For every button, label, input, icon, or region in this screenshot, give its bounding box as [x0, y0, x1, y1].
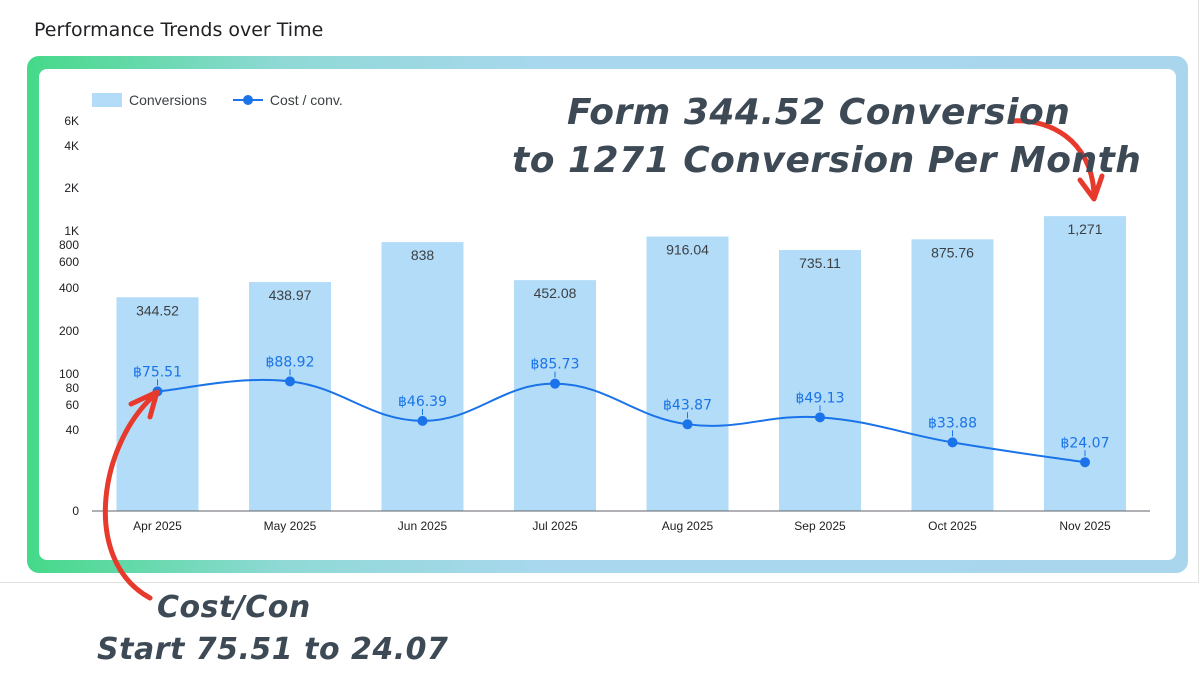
- cost-per-conv-point: [815, 412, 825, 423]
- x-tick-label: Apr 2025: [133, 519, 182, 533]
- bar-value-label: 875.76: [931, 244, 974, 260]
- cost-per-conv-point: [1080, 457, 1090, 468]
- bar-value-label: 1,271: [1067, 221, 1102, 237]
- bar-value-label: 438.97: [269, 287, 312, 303]
- y-tick-label: 40: [66, 423, 80, 437]
- bar-conversions: [514, 280, 596, 511]
- cost-per-conv-point: [550, 378, 560, 389]
- point-value-label: ฿85.73: [531, 357, 580, 373]
- cost-per-conv-line: [157, 378, 1086, 464]
- point-value-label: ฿46.39: [398, 394, 447, 410]
- y-tick-label: 200: [59, 324, 79, 338]
- legend-label-cost-per-conv: Cost / conv.: [269, 92, 343, 108]
- page-title: Performance Trends over Time: [34, 19, 324, 41]
- arrowhead-to-nov-bar: [1077, 173, 1105, 202]
- y-tick-label: 100: [59, 367, 79, 381]
- bar-value-label: 735.11: [799, 255, 841, 271]
- y-tick-label: 0: [72, 504, 79, 518]
- bar-value-label: 838: [411, 247, 435, 263]
- annotation-cost-line1: Cost/Con: [157, 590, 311, 625]
- legend-label-conversions: Conversions: [129, 92, 207, 108]
- cost-per-conv-point: [947, 437, 958, 448]
- cost-per-conv-point: [682, 419, 693, 430]
- cost-per-conv-point: [417, 415, 428, 426]
- bar-conversions: [911, 239, 994, 511]
- x-tick-label: Jun 2025: [398, 519, 448, 533]
- point-value-label: ฿43.87: [663, 397, 712, 413]
- y-tick-label: 1K: [64, 224, 79, 238]
- legend-item-cost-per-conv[interactable]: Cost / conv.: [232, 92, 343, 108]
- legend-line-swatch: [232, 93, 263, 107]
- y-tick-label: 400: [59, 281, 79, 295]
- y-tick-label: 4K: [64, 139, 79, 153]
- y-tick-label: 800: [59, 238, 79, 252]
- y-tick-label: 60: [66, 398, 80, 412]
- point-value-label: ฿88.92: [266, 354, 315, 370]
- annotation-conversion-growth-line1: Form 344.52 Conversion: [567, 92, 1071, 133]
- point-value-label: ฿75.51: [133, 364, 182, 380]
- x-tick-label: Oct 2025: [928, 519, 977, 533]
- y-tick-label: 2K: [64, 181, 79, 195]
- bar-conversions: [381, 242, 464, 511]
- chart-legend: Conversions Cost / conv.: [92, 90, 369, 110]
- bar-conversions: [779, 249, 861, 511]
- legend-item-conversions[interactable]: Conversions: [92, 92, 207, 108]
- bar-value-label: 452.08: [534, 285, 577, 301]
- bar-conversions: [646, 236, 729, 511]
- arrowhead-to-apr-point: [128, 389, 160, 420]
- annotation-cost-line2: Start 75.51 to 24.07: [97, 632, 449, 667]
- x-tick-label: Jul 2025: [532, 519, 578, 533]
- point-value-label: ฿33.88: [928, 415, 977, 431]
- x-tick-label: Aug 2025: [662, 519, 714, 533]
- bar-value-label: 916.04: [666, 242, 709, 258]
- point-value-label: ฿49.13: [796, 390, 845, 406]
- x-tick-label: May 2025: [264, 519, 317, 533]
- y-tick-label: 6K: [64, 114, 79, 128]
- x-tick-label: Sep 2025: [794, 519, 846, 533]
- annotation-conversion-growth-line2: to 1271 Conversion Per Month: [512, 140, 1142, 181]
- point-value-label: ฿24.07: [1061, 435, 1110, 451]
- arrow-to-apr-point: [102, 390, 160, 601]
- bar-conversions: [249, 282, 331, 511]
- cost-per-conv-point: [285, 376, 295, 387]
- bar-value-label: 344.52: [136, 302, 179, 318]
- x-tick-label: Nov 2025: [1059, 519, 1111, 533]
- legend-bar-swatch: [92, 93, 122, 107]
- y-tick-label: 600: [59, 255, 79, 269]
- y-tick-label: 80: [66, 381, 80, 395]
- arrow-to-nov-bar: [1007, 118, 1097, 195]
